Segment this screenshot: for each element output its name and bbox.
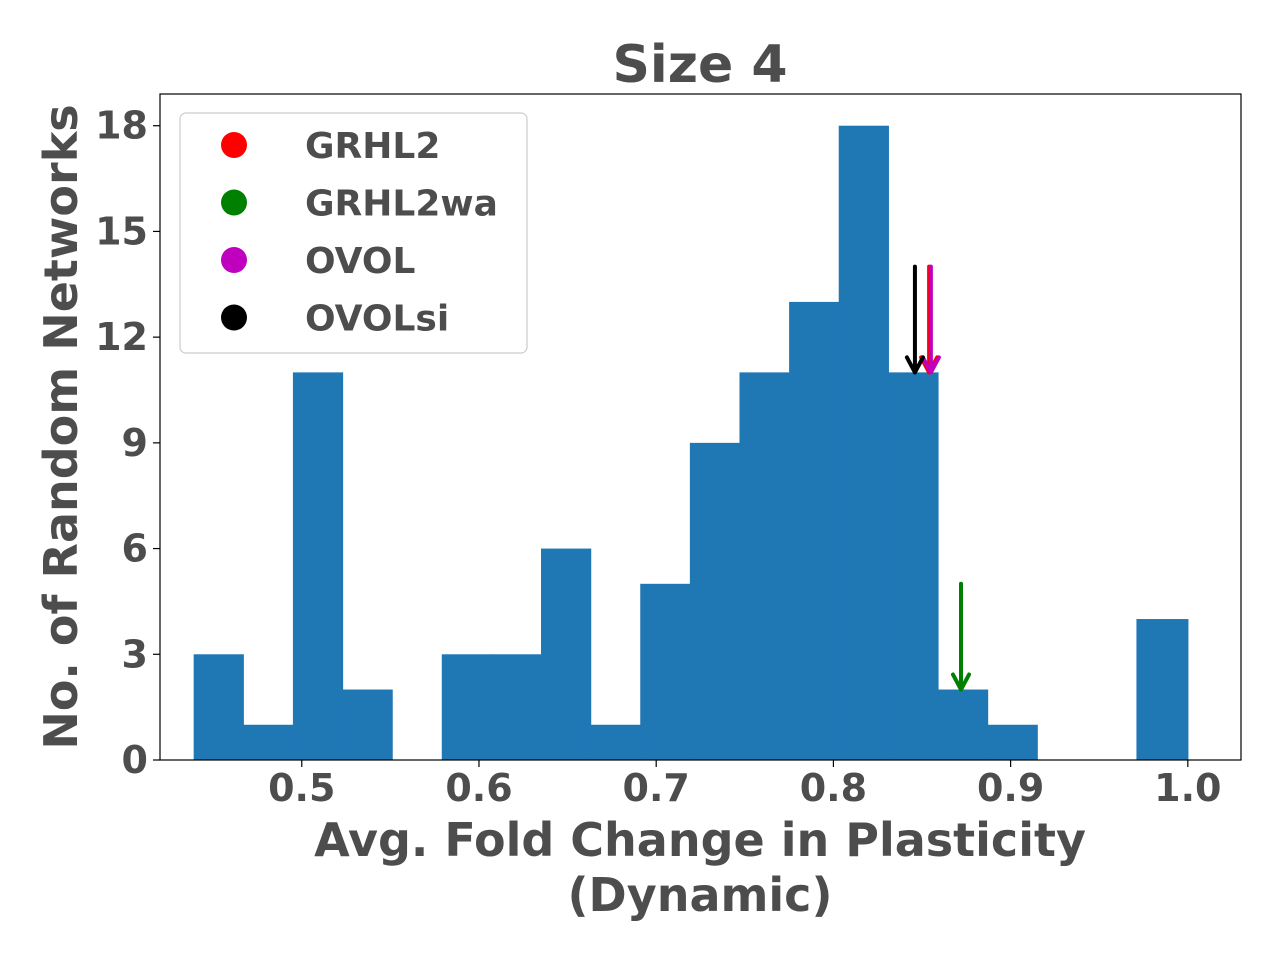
histogram-bar (789, 301, 840, 760)
bars-group (193, 125, 1189, 760)
arrow-marker-ovol (920, 264, 941, 375)
histogram-bar (541, 548, 592, 760)
arrows-group (904, 264, 972, 692)
y-ticks-group: 0 3 6 9 12 15 18 (95, 104, 160, 782)
histogram-bar (937, 689, 989, 760)
y-tick-label: 18 (95, 104, 148, 148)
x-tick-label: 0.8 (800, 766, 867, 810)
x-tick-label: 0.6 (445, 766, 512, 810)
y-tick-label: 12 (95, 315, 148, 359)
histogram-bar (292, 372, 344, 760)
y-tick-label: 9 (122, 421, 148, 465)
x-tick-label: 0.7 (623, 766, 690, 810)
legend-marker-ovol (221, 247, 247, 273)
y-tick-label: 3 (122, 632, 148, 676)
y-tick-label: 0 (122, 738, 148, 782)
histogram-bar (689, 442, 741, 760)
arrow-marker-grhl2wa (951, 581, 972, 692)
chart-title: Size 4 (612, 35, 787, 95)
x-tick-label: 0.9 (977, 766, 1044, 810)
plot-frame (159, 93, 1242, 761)
histogram-bar (342, 689, 393, 760)
histogram-bar (640, 583, 691, 760)
histogram-bar (243, 724, 294, 760)
histogram-bar (838, 125, 889, 760)
y-tick-label: 15 (95, 209, 148, 253)
x-axis-label-line-2: (Dynamic) (568, 868, 833, 922)
legend-box (179, 112, 528, 354)
x-ticks-group: 0.5 0.6 0.7 0.8 0.9 1.0 (268, 760, 1222, 810)
legend-marker-ovolsi (221, 304, 247, 331)
legend-label-grhl2wa: GRHL2wa (305, 184, 498, 225)
y-axis-label: No. of Random Networks (34, 104, 88, 749)
x-tick-label: 1.0 (1154, 766, 1221, 810)
histogram-bar (888, 372, 939, 760)
histogram-bar (987, 724, 1038, 760)
histogram-bar (739, 372, 790, 760)
legend-marker-grhl2wa (221, 189, 247, 216)
y-tick-label: 6 (122, 527, 148, 571)
arrow-marker-ovolsi (904, 264, 925, 375)
histogram-bar (1136, 619, 1189, 760)
histogram-bar (491, 654, 542, 760)
legend-marker-grhl2 (221, 132, 247, 158)
legend: GRHL2 GRHL2wa OVOL OVOLsi (179, 112, 528, 354)
legend-label-ovolsi: OVOLsi (305, 299, 449, 340)
histogram-bar (193, 654, 244, 760)
x-tick-label: 0.5 (268, 766, 335, 810)
legend-label-grhl2: GRHL2 (305, 126, 440, 167)
histogram-bar (590, 724, 641, 760)
x-axis-label-line-1: Avg. Fold Change in Plasticity (314, 813, 1086, 867)
legend-label-ovol: OVOL (305, 241, 415, 282)
histogram-bar (441, 654, 492, 760)
